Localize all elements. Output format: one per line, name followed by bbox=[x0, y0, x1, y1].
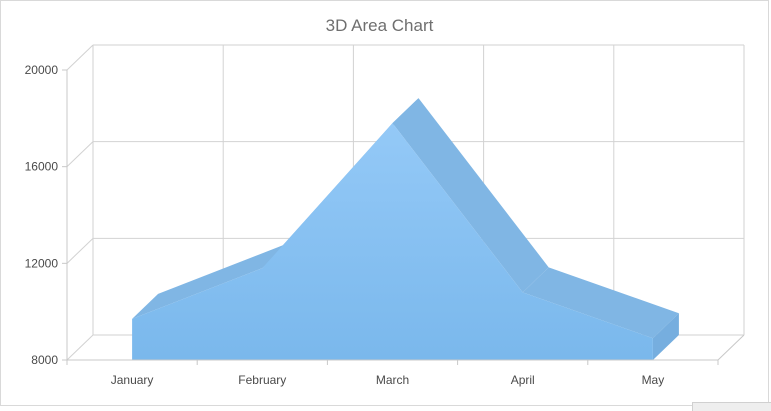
y-tick-label: 20000 bbox=[25, 63, 59, 77]
y-tick-label: 8000 bbox=[31, 353, 58, 367]
left-wall-gridline bbox=[67, 335, 93, 360]
x-tick-label: March bbox=[376, 373, 409, 387]
y-tick-label: 16000 bbox=[25, 160, 59, 174]
x-tick-label: April bbox=[511, 373, 535, 387]
x-tick-label: May bbox=[642, 373, 665, 387]
x-tick-label: February bbox=[238, 373, 286, 387]
y-tick-label: 12000 bbox=[25, 256, 59, 270]
floor-right-edge bbox=[718, 335, 744, 360]
x-tick-label: January bbox=[111, 373, 154, 387]
left-wall-gridline bbox=[67, 45, 93, 70]
area-front-face bbox=[132, 123, 653, 360]
series-layer bbox=[132, 98, 679, 360]
left-wall-gridline bbox=[67, 238, 93, 263]
left-wall-gridline bbox=[67, 142, 93, 167]
